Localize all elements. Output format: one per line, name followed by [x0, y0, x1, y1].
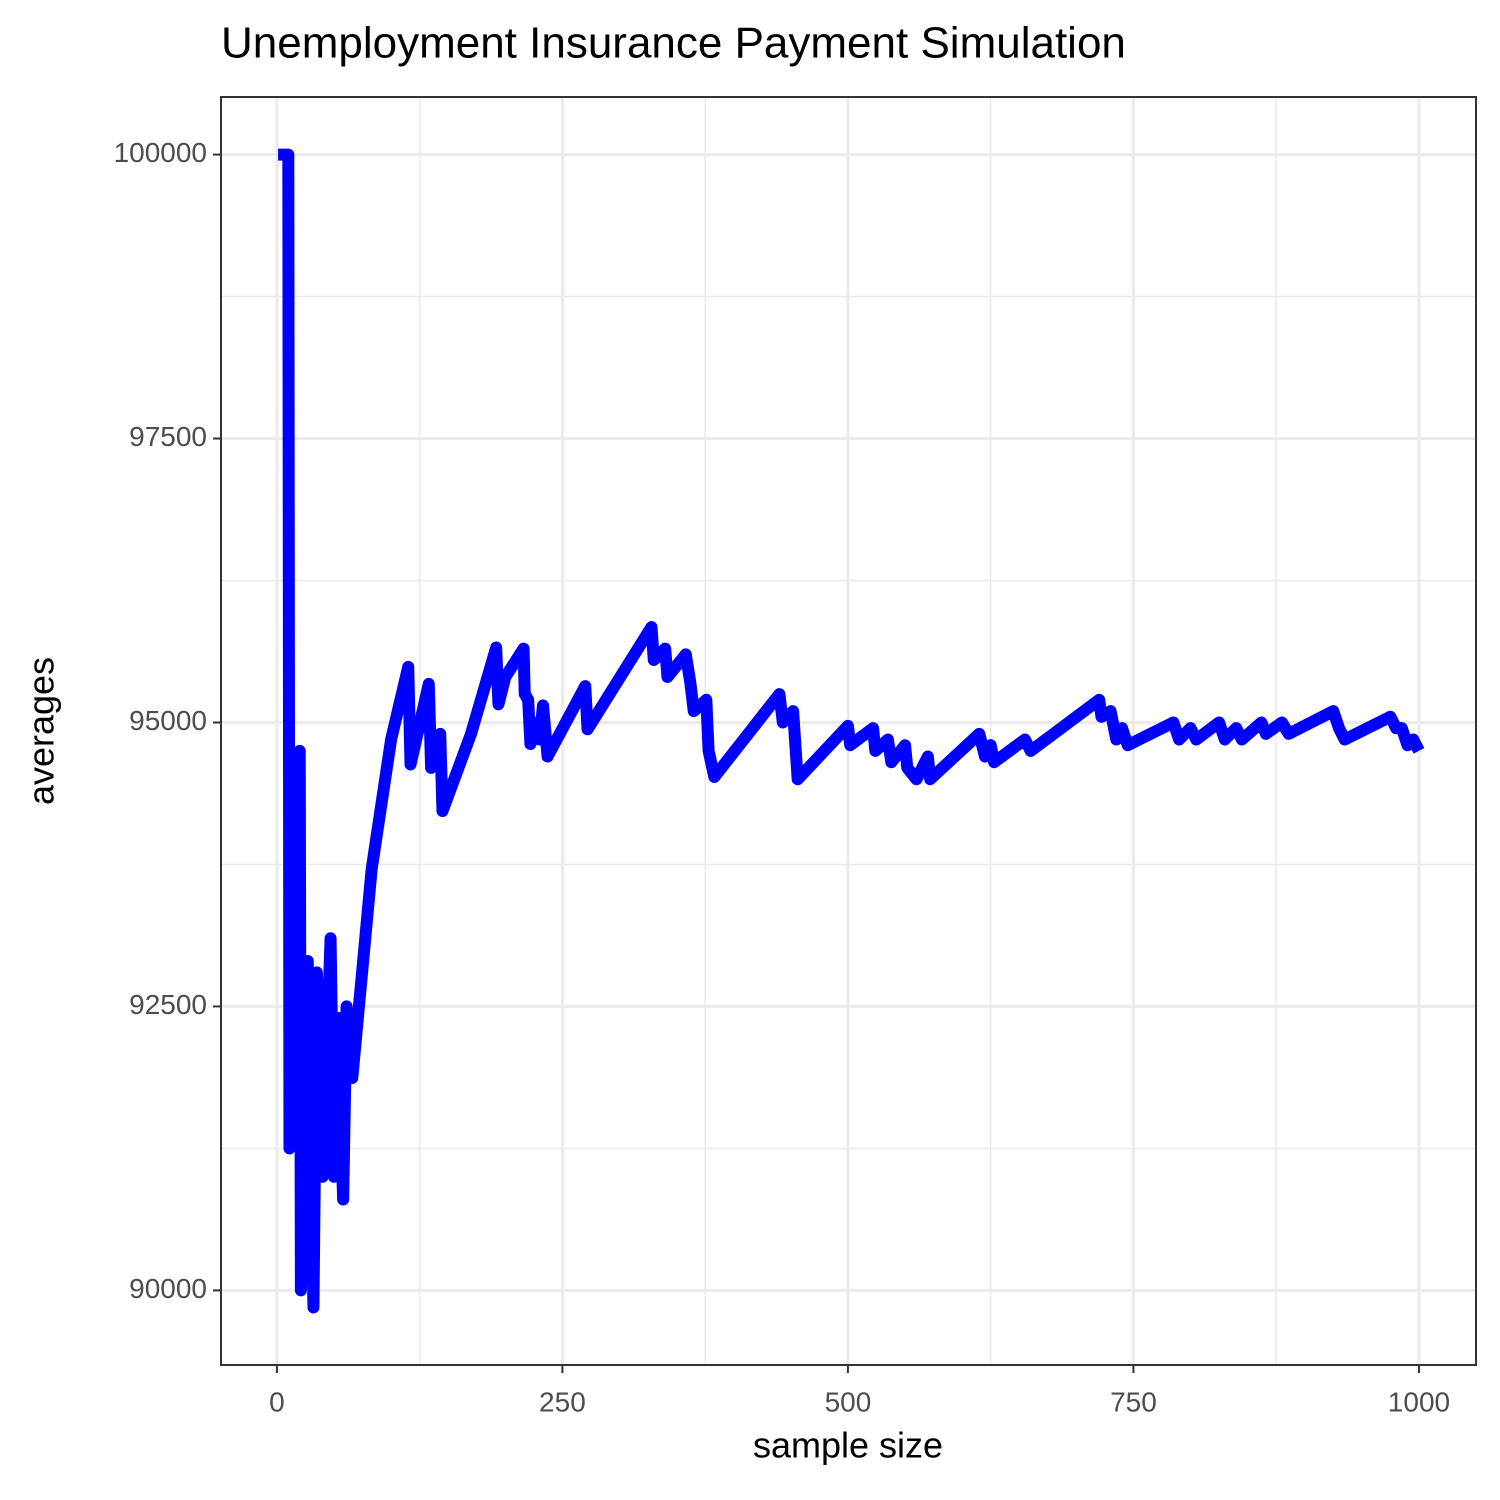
y-tick-label: 95000: [129, 705, 207, 736]
x-tick-label: 1000: [1388, 1386, 1450, 1417]
y-tick-label: 100000: [114, 137, 207, 168]
chart-title: Unemployment Insurance Payment Simulatio…: [221, 19, 1126, 68]
x-tick-label: 750: [1110, 1386, 1157, 1417]
y-tick-label: 90000: [129, 1273, 207, 1304]
x-tick-label: 500: [825, 1386, 872, 1417]
y-axis-title: averages: [21, 657, 62, 805]
y-tick-label: 92500: [129, 989, 207, 1020]
panel-border: [220, 96, 1477, 1366]
line: [278, 148, 1425, 1314]
x-tick-label: 250: [539, 1386, 586, 1417]
x-axis-title: sample size: [753, 1425, 943, 1466]
y-tick-label: 97500: [129, 421, 207, 452]
x-tick-label: 0: [269, 1386, 285, 1417]
